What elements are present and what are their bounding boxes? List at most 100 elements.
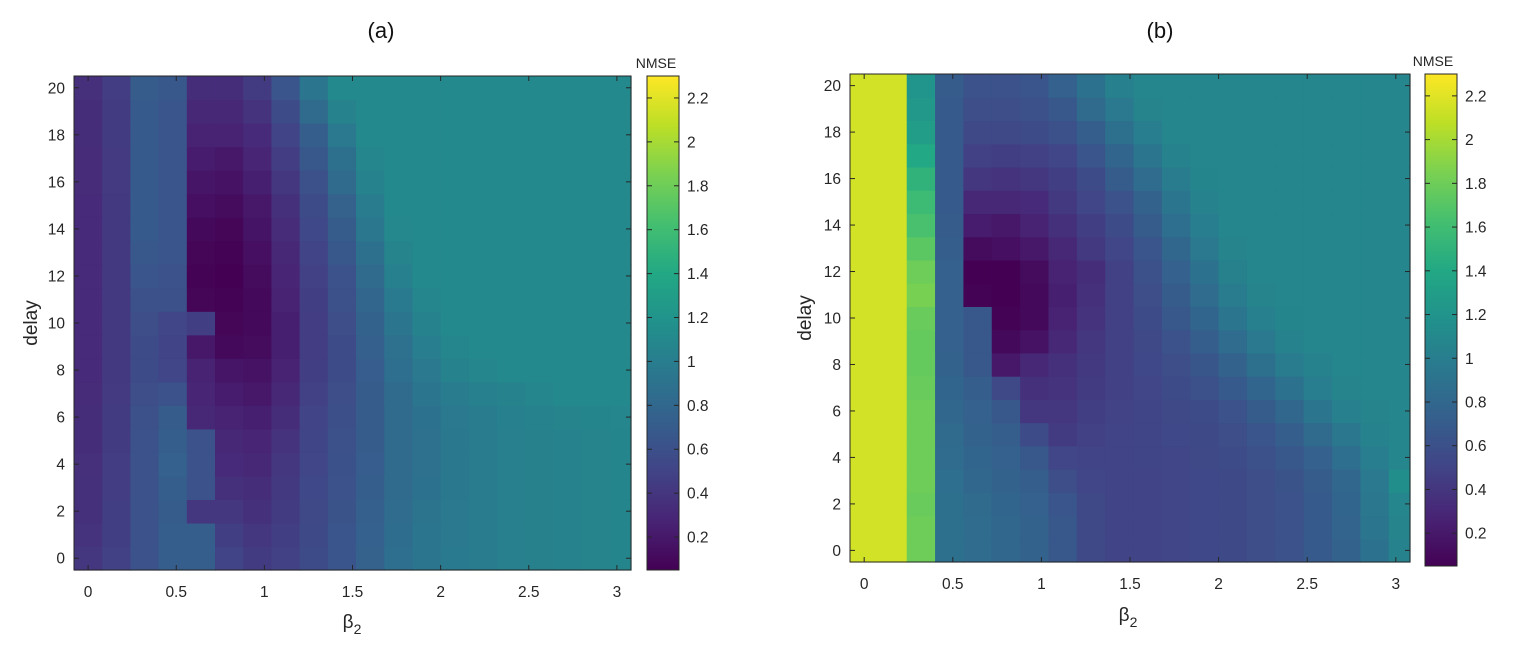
heatmap-cell [609, 546, 632, 571]
heatmap-cell [1133, 469, 1163, 493]
heatmap-cell [1360, 352, 1390, 377]
heatmap-cell [271, 287, 301, 312]
heatmap-cell [186, 193, 216, 218]
heatmap-cell [102, 240, 131, 265]
heatmap-cell [440, 452, 470, 477]
heatmap-cell [1246, 166, 1276, 191]
heatmap-cell [412, 499, 442, 524]
heatmap-cell [1133, 376, 1163, 400]
heatmap-cell [1246, 376, 1276, 400]
heatmap-cell [935, 166, 965, 191]
heatmap-cell [553, 522, 583, 548]
heatmap-cell [440, 428, 470, 453]
heatmap-cell [581, 499, 611, 524]
heatmap-cell [581, 146, 611, 171]
heatmap-cell [384, 546, 414, 571]
heatmap-cell [1332, 120, 1361, 145]
heatmap-cell [356, 193, 385, 218]
heatmap-cell [468, 381, 498, 406]
heatmap-cell [1246, 120, 1276, 145]
heatmap-cell [384, 76, 414, 101]
heatmap-cell [74, 146, 103, 171]
heatmap-cell [1133, 399, 1163, 424]
colorbar-label: NMSE [636, 55, 676, 71]
heatmap-cell [1020, 538, 1050, 563]
heatmap-cell [1332, 329, 1361, 354]
heatmap-cell [356, 217, 385, 242]
heatmap-cell [963, 306, 993, 331]
heatmap-cell [130, 358, 160, 383]
heatmap-cell [243, 334, 273, 359]
heatmap-cell [130, 76, 160, 101]
heatmap-cell [1218, 492, 1248, 517]
heatmap-cell [850, 283, 879, 307]
heatmap-cell [497, 311, 526, 336]
heatmap-cell [356, 170, 385, 195]
heatmap-cell [130, 240, 160, 265]
heatmap-cell [215, 428, 244, 453]
heatmap-cell [412, 287, 442, 312]
heatmap-cell [1105, 515, 1135, 540]
heatmap-cell [906, 399, 936, 424]
heatmap-cell [1303, 399, 1333, 424]
heatmap-cell [384, 475, 414, 501]
heatmap-cell [1303, 538, 1333, 563]
heatmap-cell [1360, 445, 1390, 470]
heatmap-cell [963, 352, 993, 377]
heatmap-cell [299, 311, 329, 336]
heatmap-cell [497, 287, 526, 312]
heatmap-cell [1303, 422, 1333, 447]
heatmap-cell [468, 240, 498, 265]
heatmap-cell [1161, 399, 1191, 424]
heatmap-cell [935, 97, 965, 122]
heatmap-cell [991, 213, 1021, 238]
heatmap-cell [186, 546, 216, 571]
heatmap-cell [1020, 492, 1050, 517]
heatmap-cell [327, 546, 357, 571]
heatmap-cell [1105, 399, 1135, 424]
heatmap-cell [243, 499, 273, 524]
heatmap-cell [878, 515, 908, 540]
heatmap-cell [581, 405, 611, 430]
heatmap-cell [935, 143, 965, 168]
heatmap-cell [384, 358, 414, 383]
heatmap-cell [1275, 492, 1305, 517]
heatmap-cell [963, 213, 993, 238]
heatmap-cell [1275, 538, 1305, 563]
heatmap-cell [1332, 213, 1361, 238]
heatmap-cell [1218, 399, 1248, 424]
heatmap-cell [384, 193, 414, 218]
heatmap-cell [1303, 445, 1333, 470]
heatmap-cell [991, 376, 1021, 400]
heatmap-cell [1133, 213, 1163, 238]
heatmap-cell [440, 264, 470, 289]
x-tick-label: 0.5 [942, 576, 964, 593]
heatmap-cell [1332, 422, 1361, 447]
heatmap-cell [102, 123, 131, 148]
heatmap-cell [1048, 259, 1078, 284]
heatmap-cell [1133, 329, 1163, 354]
heatmap-cell [299, 99, 329, 124]
x-tick-label: 0.5 [165, 584, 187, 601]
heatmap-cell [440, 546, 470, 571]
heatmap-cell [850, 422, 879, 447]
heatmap-cell [299, 264, 329, 289]
heatmap-cell [1161, 166, 1191, 191]
heatmap-cell [1303, 259, 1333, 284]
heatmap-cell [1360, 190, 1390, 215]
heatmap-cell [1020, 236, 1050, 261]
heatmap-cell [1218, 329, 1248, 354]
heatmap-cell [327, 193, 357, 218]
heatmap-cell [186, 475, 216, 501]
heatmap-cell [1105, 376, 1135, 400]
y-tick-label: 18 [824, 125, 841, 142]
heatmap-cell [497, 405, 526, 430]
heatmap-cell [497, 475, 526, 501]
heatmap-cell [130, 311, 160, 336]
heatmap-cell [102, 311, 131, 336]
heatmap-cell [1388, 445, 1411, 470]
heatmap-cell [1161, 515, 1191, 540]
heatmap-cell [1105, 422, 1135, 447]
heatmap-cell [609, 381, 632, 406]
